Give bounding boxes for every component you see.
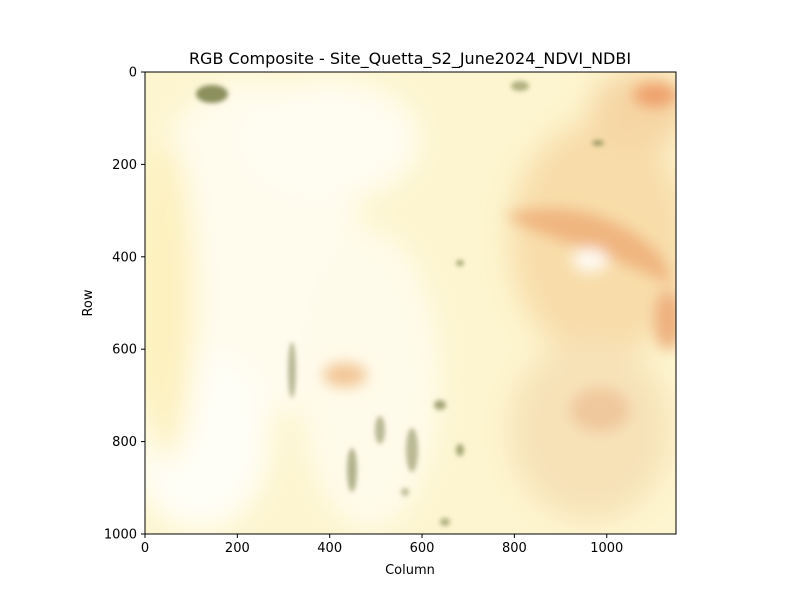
vegetation-patch-south-2 [456, 444, 464, 456]
pale-region-center [300, 230, 440, 530]
y-tick-label: 1000 [104, 528, 137, 543]
pale-region-north [240, 80, 420, 200]
vegetation-patch-center [456, 260, 464, 266]
y-tick-label: 400 [112, 250, 137, 265]
vegetation-strip-4 [406, 428, 418, 472]
chart-title: RGB Composite - Site_Quetta_S2_June2024_… [189, 49, 631, 69]
y-tick-label: 200 [112, 158, 137, 173]
orange-patch-south [570, 388, 630, 432]
y-axis-label: Row [81, 289, 96, 316]
vegetation-strip-2 [347, 448, 357, 492]
white-patch-east [572, 248, 608, 272]
orange-patch-central [323, 363, 367, 387]
plot-frame [144, 71, 677, 535]
y-tick-label: 0 [129, 66, 137, 81]
vegetation-patch-south-3 [401, 488, 409, 496]
rgb-composite-image [145, 72, 676, 534]
x-tick-label: 0 [141, 541, 149, 556]
x-tick-label: 600 [410, 541, 435, 556]
vegetation-patch-north [511, 81, 529, 91]
x-tick-label: 800 [502, 541, 527, 556]
y-tick-label: 800 [112, 435, 137, 450]
y-axis: 0 200 400 600 800 1000 [104, 66, 145, 543]
vegetation-strip-3 [375, 416, 385, 444]
x-axis: 0 200 400 600 800 1000 [141, 534, 623, 556]
orange-ridge-east [505, 208, 672, 285]
warm-region-northeast [590, 72, 676, 150]
yellow-band-west [145, 140, 195, 460]
vegetation-patch-northwest [196, 85, 228, 103]
vegetation-strip-1 [288, 342, 296, 398]
x-tick-label: 200 [225, 541, 250, 556]
x-tick-label: 1000 [590, 541, 623, 556]
vegetation-patch-south-1 [434, 400, 446, 410]
y-tick-label: 600 [112, 343, 137, 358]
orange-patch-northeast [633, 83, 676, 107]
vegetation-patch-northeast [592, 140, 604, 146]
vegetation-patch-bottom [440, 518, 450, 526]
x-axis-label: Column [385, 563, 435, 578]
x-tick-label: 400 [317, 541, 342, 556]
orange-patch-east-edge [654, 290, 676, 350]
